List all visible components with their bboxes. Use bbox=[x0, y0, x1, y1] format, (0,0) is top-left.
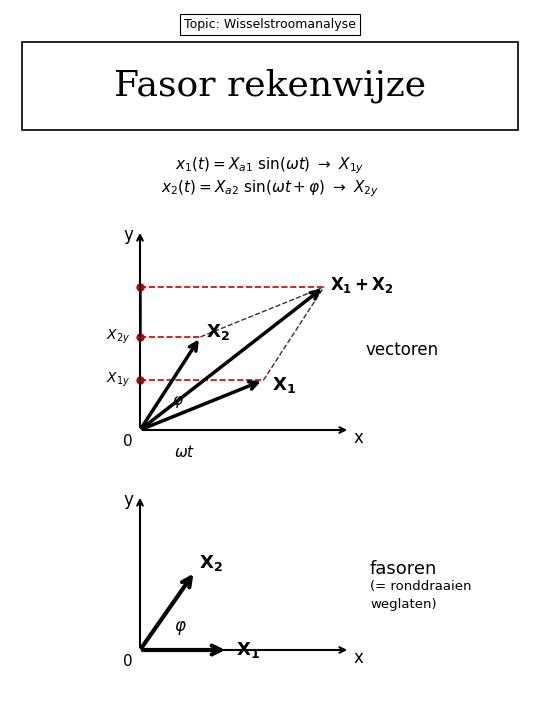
Text: fasoren: fasoren bbox=[370, 560, 437, 578]
Text: $X_{2y}$: $X_{2y}$ bbox=[106, 328, 130, 346]
Text: $\mathbf{X_1}$: $\mathbf{X_1}$ bbox=[236, 640, 260, 660]
Text: (= ronddraaien
weglaten): (= ronddraaien weglaten) bbox=[370, 580, 471, 611]
Text: $X_{1y}$: $X_{1y}$ bbox=[106, 371, 130, 390]
Text: $\mathbf{X_1}$: $\mathbf{X_1}$ bbox=[272, 375, 295, 395]
Text: 0: 0 bbox=[123, 434, 133, 449]
Text: y: y bbox=[123, 491, 133, 509]
Text: $\mathbf{X_2}$: $\mathbf{X_2}$ bbox=[206, 322, 230, 342]
Text: 0: 0 bbox=[123, 654, 133, 670]
Text: $\varphi$: $\varphi$ bbox=[172, 394, 184, 410]
Text: $\omega t$: $\omega t$ bbox=[174, 444, 195, 460]
Text: vectoren: vectoren bbox=[365, 341, 438, 359]
Text: $x_1(t) = X_{a1}\ \sin(\omega t)\ \rightarrow\ X_{1y}$: $x_1(t) = X_{a1}\ \sin(\omega t)\ \right… bbox=[176, 155, 364, 176]
Text: x: x bbox=[353, 429, 363, 447]
Text: $\varphi$: $\varphi$ bbox=[174, 619, 186, 637]
Bar bbox=[22, 42, 518, 130]
Text: $\mathbf{X_1+X_2}$: $\mathbf{X_1+X_2}$ bbox=[330, 275, 394, 295]
Text: $x_2(t) = X_{a2}\ \sin(\omega t+\varphi)\ \rightarrow\ X_{2y}$: $x_2(t) = X_{a2}\ \sin(\omega t+\varphi)… bbox=[161, 178, 379, 199]
Text: Fasor rekenwijze: Fasor rekenwijze bbox=[114, 68, 426, 103]
Text: x: x bbox=[353, 649, 363, 667]
Text: $\mathbf{X_2}$: $\mathbf{X_2}$ bbox=[199, 554, 223, 573]
Text: y: y bbox=[123, 226, 133, 244]
Text: Topic: Wisselstroomanalyse: Topic: Wisselstroomanalyse bbox=[184, 18, 356, 31]
